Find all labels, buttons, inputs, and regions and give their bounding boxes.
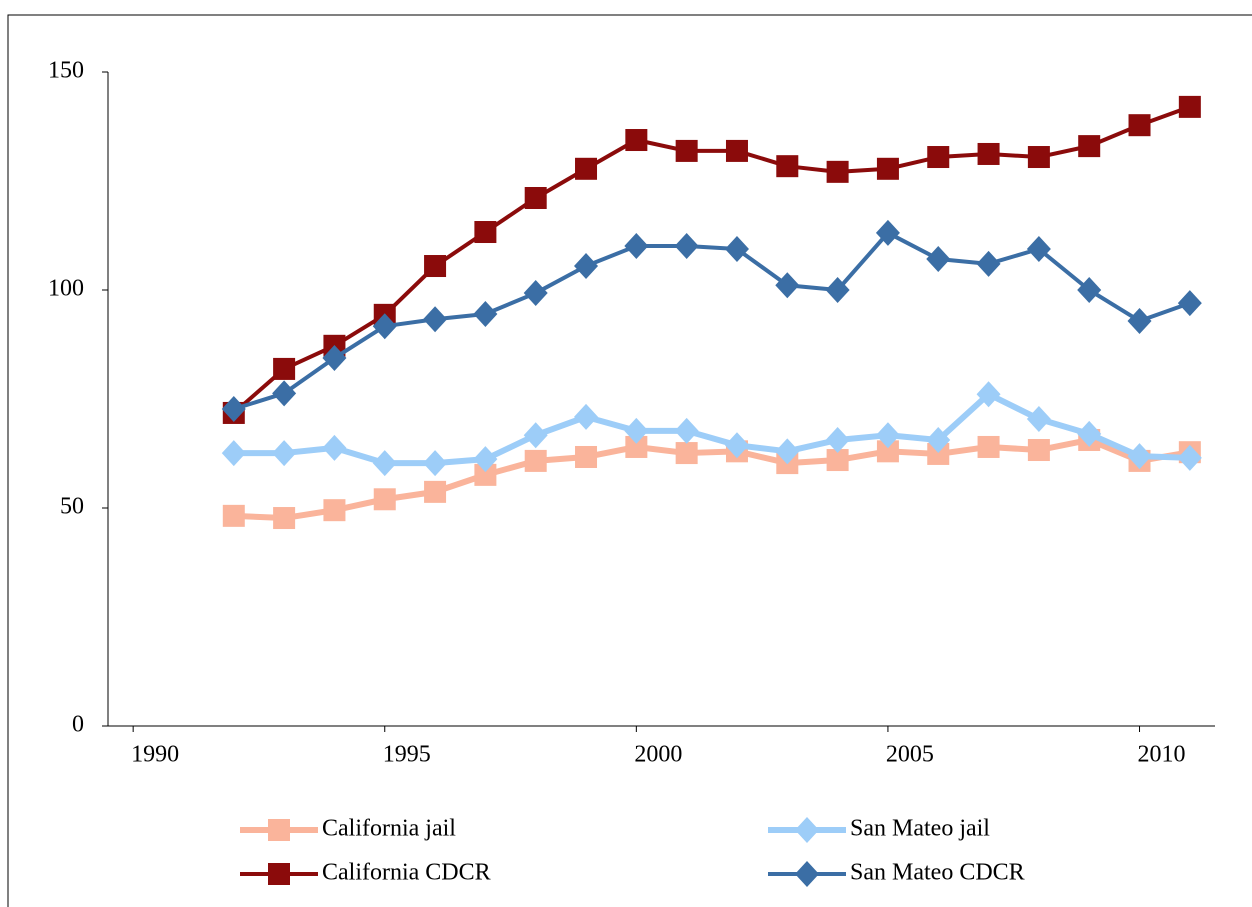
marker	[875, 219, 900, 246]
marker	[523, 280, 548, 307]
marker	[474, 221, 497, 244]
marker	[675, 139, 698, 162]
marker	[775, 438, 800, 465]
chart-frame	[7, 14, 1252, 907]
marker	[625, 129, 648, 152]
legend-label: California CDCR	[322, 860, 491, 886]
marker	[876, 157, 899, 180]
marker	[1027, 146, 1050, 169]
marker	[575, 157, 598, 180]
marker	[1026, 406, 1051, 433]
legend-label: San Mateo jail	[850, 816, 990, 842]
marker	[926, 426, 951, 453]
x-tick-label: 2000	[634, 742, 682, 768]
marker	[875, 422, 900, 449]
marker	[574, 403, 599, 430]
marker	[273, 357, 296, 380]
marker	[221, 396, 246, 423]
marker	[927, 442, 950, 465]
y-tick-label: 100	[48, 276, 84, 302]
marker	[795, 861, 819, 887]
marker	[268, 819, 290, 841]
x-tick-label: 2005	[886, 742, 934, 768]
marker	[927, 146, 950, 169]
marker	[1127, 443, 1152, 470]
marker	[323, 499, 346, 522]
y-tick-label: 150	[48, 58, 84, 84]
marker	[574, 253, 599, 280]
marker	[926, 246, 951, 273]
marker	[675, 442, 698, 465]
marker	[1077, 277, 1102, 303]
y-tick-label: 0	[72, 712, 84, 738]
marker	[825, 426, 850, 453]
marker	[575, 445, 598, 468]
marker	[1077, 420, 1102, 447]
marker	[776, 155, 799, 178]
marker	[1178, 95, 1201, 118]
marker	[524, 449, 547, 472]
marker	[826, 160, 849, 183]
marker	[1177, 290, 1202, 317]
marker	[977, 435, 1000, 458]
marker	[1027, 439, 1050, 462]
marker	[1026, 236, 1051, 263]
marker	[473, 300, 498, 327]
marker	[272, 380, 297, 407]
marker	[624, 232, 649, 259]
marker	[775, 272, 800, 299]
marker	[424, 480, 447, 503]
marker	[725, 139, 748, 162]
x-tick-label: 1990	[131, 742, 179, 768]
marker	[473, 446, 498, 473]
marker	[625, 435, 648, 458]
marker	[222, 504, 245, 527]
marker	[322, 434, 347, 461]
marker	[372, 450, 397, 477]
marker	[221, 440, 246, 467]
marker	[1177, 444, 1202, 471]
marker	[795, 817, 819, 843]
marker	[1127, 307, 1152, 334]
marker	[624, 417, 649, 444]
marker	[724, 236, 749, 263]
legend-label: San Mateo CDCR	[850, 860, 1025, 886]
marker	[372, 313, 397, 340]
y-tick-label: 50	[60, 494, 84, 520]
legend-label: California jail	[322, 816, 456, 842]
marker	[1078, 135, 1101, 158]
marker	[268, 863, 290, 885]
marker	[322, 345, 347, 372]
marker	[524, 187, 547, 210]
marker	[474, 463, 497, 486]
marker	[977, 142, 1000, 165]
marker	[876, 440, 899, 463]
marker	[424, 255, 447, 278]
marker	[674, 232, 699, 259]
marker	[273, 507, 296, 530]
x-tick-label: 2010	[1138, 742, 1186, 768]
marker	[674, 417, 699, 444]
marker	[523, 422, 548, 449]
marker	[825, 277, 850, 303]
marker	[373, 488, 396, 511]
marker	[976, 381, 1001, 408]
marker	[826, 449, 849, 472]
marker	[976, 250, 1001, 277]
x-tick-label: 1995	[383, 742, 431, 768]
marker	[724, 432, 749, 459]
marker	[272, 440, 297, 467]
marker	[423, 450, 448, 477]
marker	[1128, 114, 1151, 137]
marker	[423, 306, 448, 333]
